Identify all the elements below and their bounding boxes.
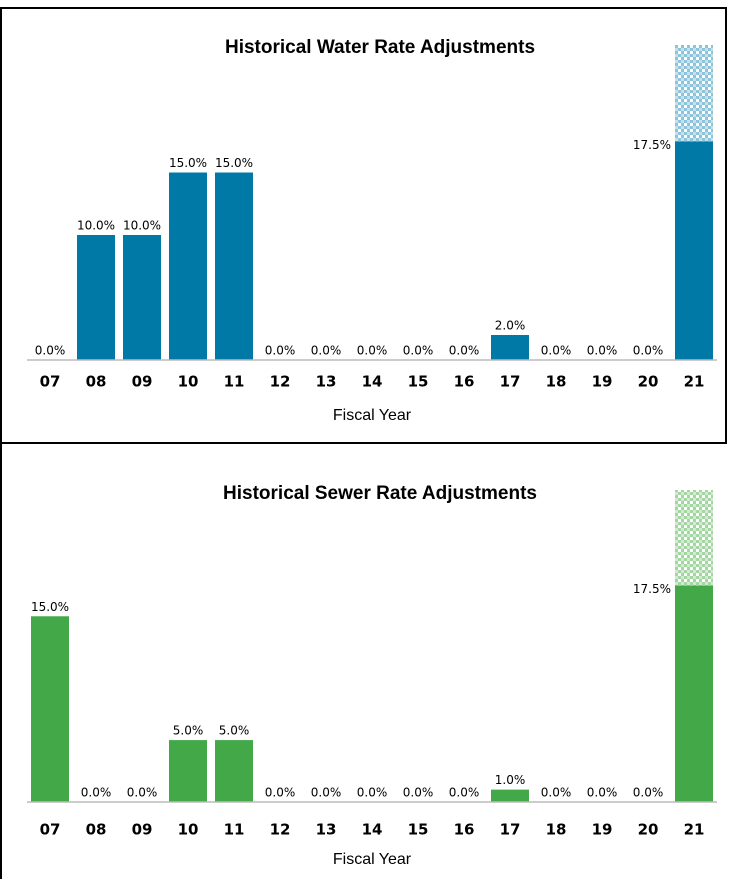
- data-label: 17.5%: [633, 138, 671, 152]
- data-label: 10.0%: [77, 219, 115, 233]
- x-tick-label: 18: [546, 373, 567, 391]
- data-label: 0.0%: [265, 344, 296, 358]
- data-label: 2.0%: [495, 319, 526, 333]
- data-label: 0.0%: [587, 786, 618, 800]
- x-tick-label: 10: [178, 821, 199, 839]
- data-label: 5.0%: [219, 724, 250, 738]
- data-label: 0.0%: [127, 786, 158, 800]
- data-label: 17.5%: [633, 582, 671, 596]
- bar: [215, 172, 253, 360]
- x-tick-label: 12: [270, 373, 291, 391]
- bar: [77, 235, 115, 360]
- data-label: 0.0%: [449, 786, 480, 800]
- x-tick-label: 21: [684, 373, 705, 391]
- x-axis-title: Fiscal Year: [333, 407, 412, 424]
- data-label: 0.0%: [633, 344, 664, 358]
- x-tick-label: 16: [454, 373, 475, 391]
- data-label: 10.0%: [123, 219, 161, 233]
- x-tick-label: 14: [362, 821, 383, 839]
- x-tick-label: 13: [316, 373, 337, 391]
- x-axis-title: Fiscal Year: [333, 851, 412, 868]
- x-tick-label: 19: [592, 821, 613, 839]
- x-tick-label: 17: [500, 821, 521, 839]
- bar-segment-projected: [675, 490, 713, 586]
- x-tick-label: 10: [178, 373, 199, 391]
- bar: [169, 172, 207, 360]
- x-tick-label: 19: [592, 373, 613, 391]
- x-tick-label: 13: [316, 821, 337, 839]
- data-label: 0.0%: [35, 344, 66, 358]
- x-tick-label: 20: [638, 821, 659, 839]
- x-tick-label: 11: [224, 821, 245, 839]
- x-tick-label: 12: [270, 821, 291, 839]
- data-label: 0.0%: [587, 344, 618, 358]
- panel-border: [0, 7, 727, 444]
- x-tick-label: 18: [546, 821, 567, 839]
- chart-title: Historical Water Rate Adjustments: [225, 37, 535, 58]
- data-label: 15.0%: [169, 156, 207, 170]
- bar: [123, 235, 161, 360]
- data-label: 0.0%: [541, 786, 572, 800]
- x-tick-label: 17: [500, 373, 521, 391]
- data-label: 0.0%: [357, 786, 388, 800]
- x-tick-label: 20: [638, 373, 659, 391]
- bar: [215, 740, 253, 802]
- data-label: 0.0%: [449, 344, 480, 358]
- x-tick-label: 11: [224, 373, 245, 391]
- data-label: 0.0%: [541, 344, 572, 358]
- data-label: 0.0%: [403, 786, 434, 800]
- bar: [491, 335, 529, 360]
- data-label: 0.0%: [311, 786, 342, 800]
- x-tick-label: 07: [40, 821, 61, 839]
- x-tick-label: 09: [132, 373, 153, 391]
- bar: [491, 789, 529, 802]
- x-tick-label: 09: [132, 821, 153, 839]
- x-tick-label: 07: [40, 373, 61, 391]
- bar-segment-projected: [675, 45, 713, 142]
- data-label: 0.0%: [357, 344, 388, 358]
- bar: [675, 141, 713, 360]
- x-tick-label: 16: [454, 821, 475, 839]
- data-label: 0.0%: [311, 344, 342, 358]
- bar: [675, 585, 713, 802]
- data-label: 0.0%: [81, 786, 112, 800]
- data-label: 0.0%: [633, 786, 664, 800]
- x-tick-label: 08: [86, 373, 107, 391]
- data-label: 0.0%: [265, 786, 296, 800]
- chart-title: Historical Sewer Rate Adjustments: [223, 483, 537, 504]
- data-label: 15.0%: [31, 600, 69, 614]
- x-tick-label: 21: [684, 821, 705, 839]
- data-label: 5.0%: [173, 724, 204, 738]
- bar: [31, 616, 69, 802]
- data-label: 15.0%: [215, 156, 253, 170]
- x-tick-label: 15: [408, 373, 429, 391]
- data-label: 1.0%: [495, 773, 526, 787]
- data-label: 0.0%: [403, 344, 434, 358]
- x-tick-label: 14: [362, 373, 383, 391]
- bar: [169, 740, 207, 802]
- x-tick-label: 15: [408, 821, 429, 839]
- x-tick-label: 08: [86, 821, 107, 839]
